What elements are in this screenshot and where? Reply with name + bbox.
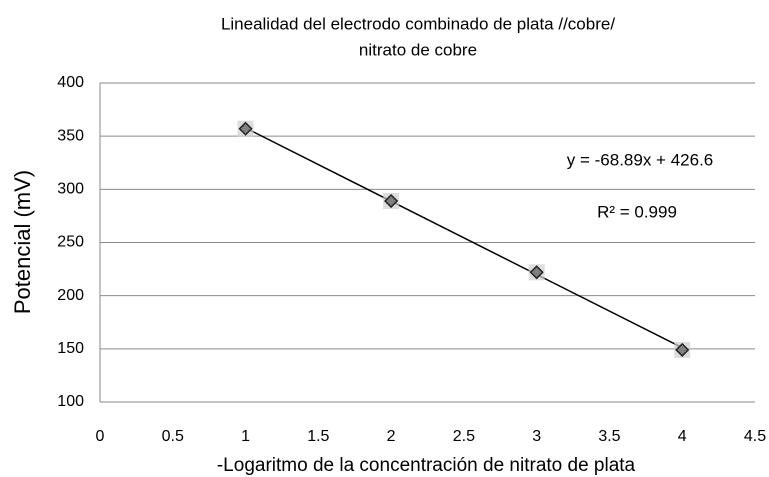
y-tick-label: 400 [57, 74, 84, 91]
chart-title: nitrato de cobre [359, 40, 477, 59]
y-axis-title: Potencial (mV) [10, 170, 35, 314]
y-tick-label: 300 [57, 181, 84, 198]
data-point [529, 265, 544, 280]
trendline [245, 127, 683, 349]
x-tick-label: 1 [241, 428, 250, 445]
data-point [238, 121, 253, 136]
y-tick-label: 350 [57, 127, 84, 144]
x-tick-label: 3 [532, 428, 541, 445]
x-tick-label: 4.5 [744, 428, 766, 445]
x-tick-label: 3.5 [598, 428, 620, 445]
x-tick-label: 1.5 [307, 428, 329, 445]
y-tick-label: 100 [57, 393, 84, 410]
x-tick-label: 2.5 [453, 428, 475, 445]
x-tick-label: 2 [387, 428, 396, 445]
data-point [384, 193, 399, 209]
x-tick-label: 0.5 [162, 428, 184, 445]
r-squared: R² = 0.999 [597, 202, 677, 221]
y-tick-label: 200 [57, 287, 84, 304]
y-tick-label: 150 [57, 340, 84, 357]
trendline-equation: y = -68.89x + 426.6 [567, 150, 714, 169]
data-point [675, 342, 690, 357]
x-tick-label: 0 [96, 428, 105, 445]
y-tick-label: 250 [57, 234, 84, 251]
x-axis-title: -Logaritmo de la concentración de nitrat… [217, 455, 636, 476]
chart-title: Linealidad del electrodo combinado de pl… [221, 14, 615, 33]
x-tick-label: 4 [678, 428, 687, 445]
